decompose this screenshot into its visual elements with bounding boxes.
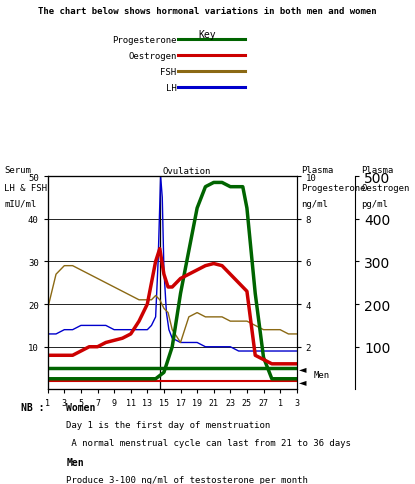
Text: Men: Men — [313, 370, 330, 379]
Text: LH & FSH: LH & FSH — [4, 183, 47, 192]
Text: NB :: NB : — [21, 402, 44, 412]
Text: Serum: Serum — [4, 165, 31, 174]
Text: Day 1 is the first day of menstruation: Day 1 is the first day of menstruation — [66, 420, 271, 429]
Text: ◄: ◄ — [299, 363, 306, 373]
Text: Men: Men — [66, 457, 84, 467]
Text: Women: Women — [66, 402, 96, 412]
Text: Oestrogen: Oestrogen — [128, 52, 176, 60]
Text: Plasma: Plasma — [361, 165, 393, 174]
Text: The chart below shows hormonal variations in both men and women: The chart below shows hormonal variation… — [38, 7, 377, 16]
Text: Produce 3-100 ng/ml of testosterone per month: Produce 3-100 ng/ml of testosterone per … — [66, 475, 308, 484]
Text: pg/ml: pg/ml — [361, 199, 388, 208]
Text: ◄: ◄ — [299, 376, 306, 386]
Text: ng/ml: ng/ml — [301, 199, 328, 208]
Text: Plasma: Plasma — [301, 165, 333, 174]
Text: Ovulation: Ovulation — [162, 167, 211, 176]
Text: Oestrogen: Oestrogen — [361, 183, 410, 192]
Text: mIU/ml: mIU/ml — [4, 199, 37, 208]
Text: A normal menstrual cycle can last from 21 to 36 days: A normal menstrual cycle can last from 2… — [66, 439, 351, 448]
Text: Progesterone: Progesterone — [301, 183, 365, 192]
Text: LH: LH — [166, 84, 176, 92]
Text: FSH: FSH — [160, 68, 176, 76]
Text: Progesterone: Progesterone — [112, 36, 176, 45]
Text: Key: Key — [199, 30, 216, 40]
